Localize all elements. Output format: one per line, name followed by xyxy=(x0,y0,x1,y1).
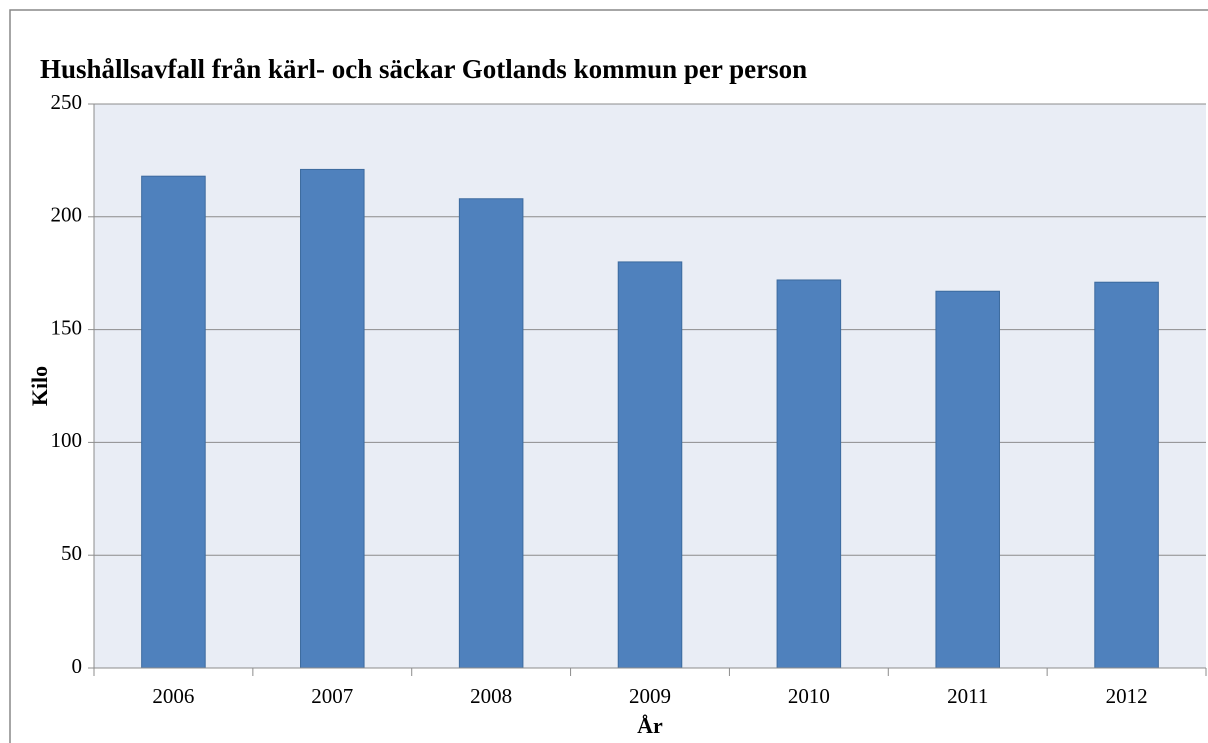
x-tick-label: 2010 xyxy=(788,684,830,708)
x-tick-label: 2006 xyxy=(152,684,194,708)
bar xyxy=(458,198,524,669)
x-axis-title: År xyxy=(637,713,663,738)
bar xyxy=(1094,281,1159,669)
y-tick-label: 50 xyxy=(61,541,82,565)
y-tick-label: 200 xyxy=(51,203,83,227)
bar xyxy=(617,261,683,669)
y-tick-label: 250 xyxy=(51,90,83,114)
x-tick-label: 2011 xyxy=(947,684,988,708)
chart-title: Hushållsavfall från kärl- och säckar Got… xyxy=(40,54,807,84)
bar xyxy=(141,175,206,669)
bar xyxy=(776,279,842,669)
bar xyxy=(300,168,365,669)
y-axis-title: Kilo xyxy=(27,366,52,406)
bar xyxy=(935,290,1000,669)
y-tick-label: 100 xyxy=(51,428,83,452)
x-tick-label: 2012 xyxy=(1106,684,1148,708)
x-tick-label: 2008 xyxy=(470,684,512,708)
x-tick-label: 2007 xyxy=(311,684,353,708)
x-tick-label: 2009 xyxy=(629,684,671,708)
y-tick-label: 150 xyxy=(51,315,83,339)
y-tick-label: 0 xyxy=(72,654,83,678)
